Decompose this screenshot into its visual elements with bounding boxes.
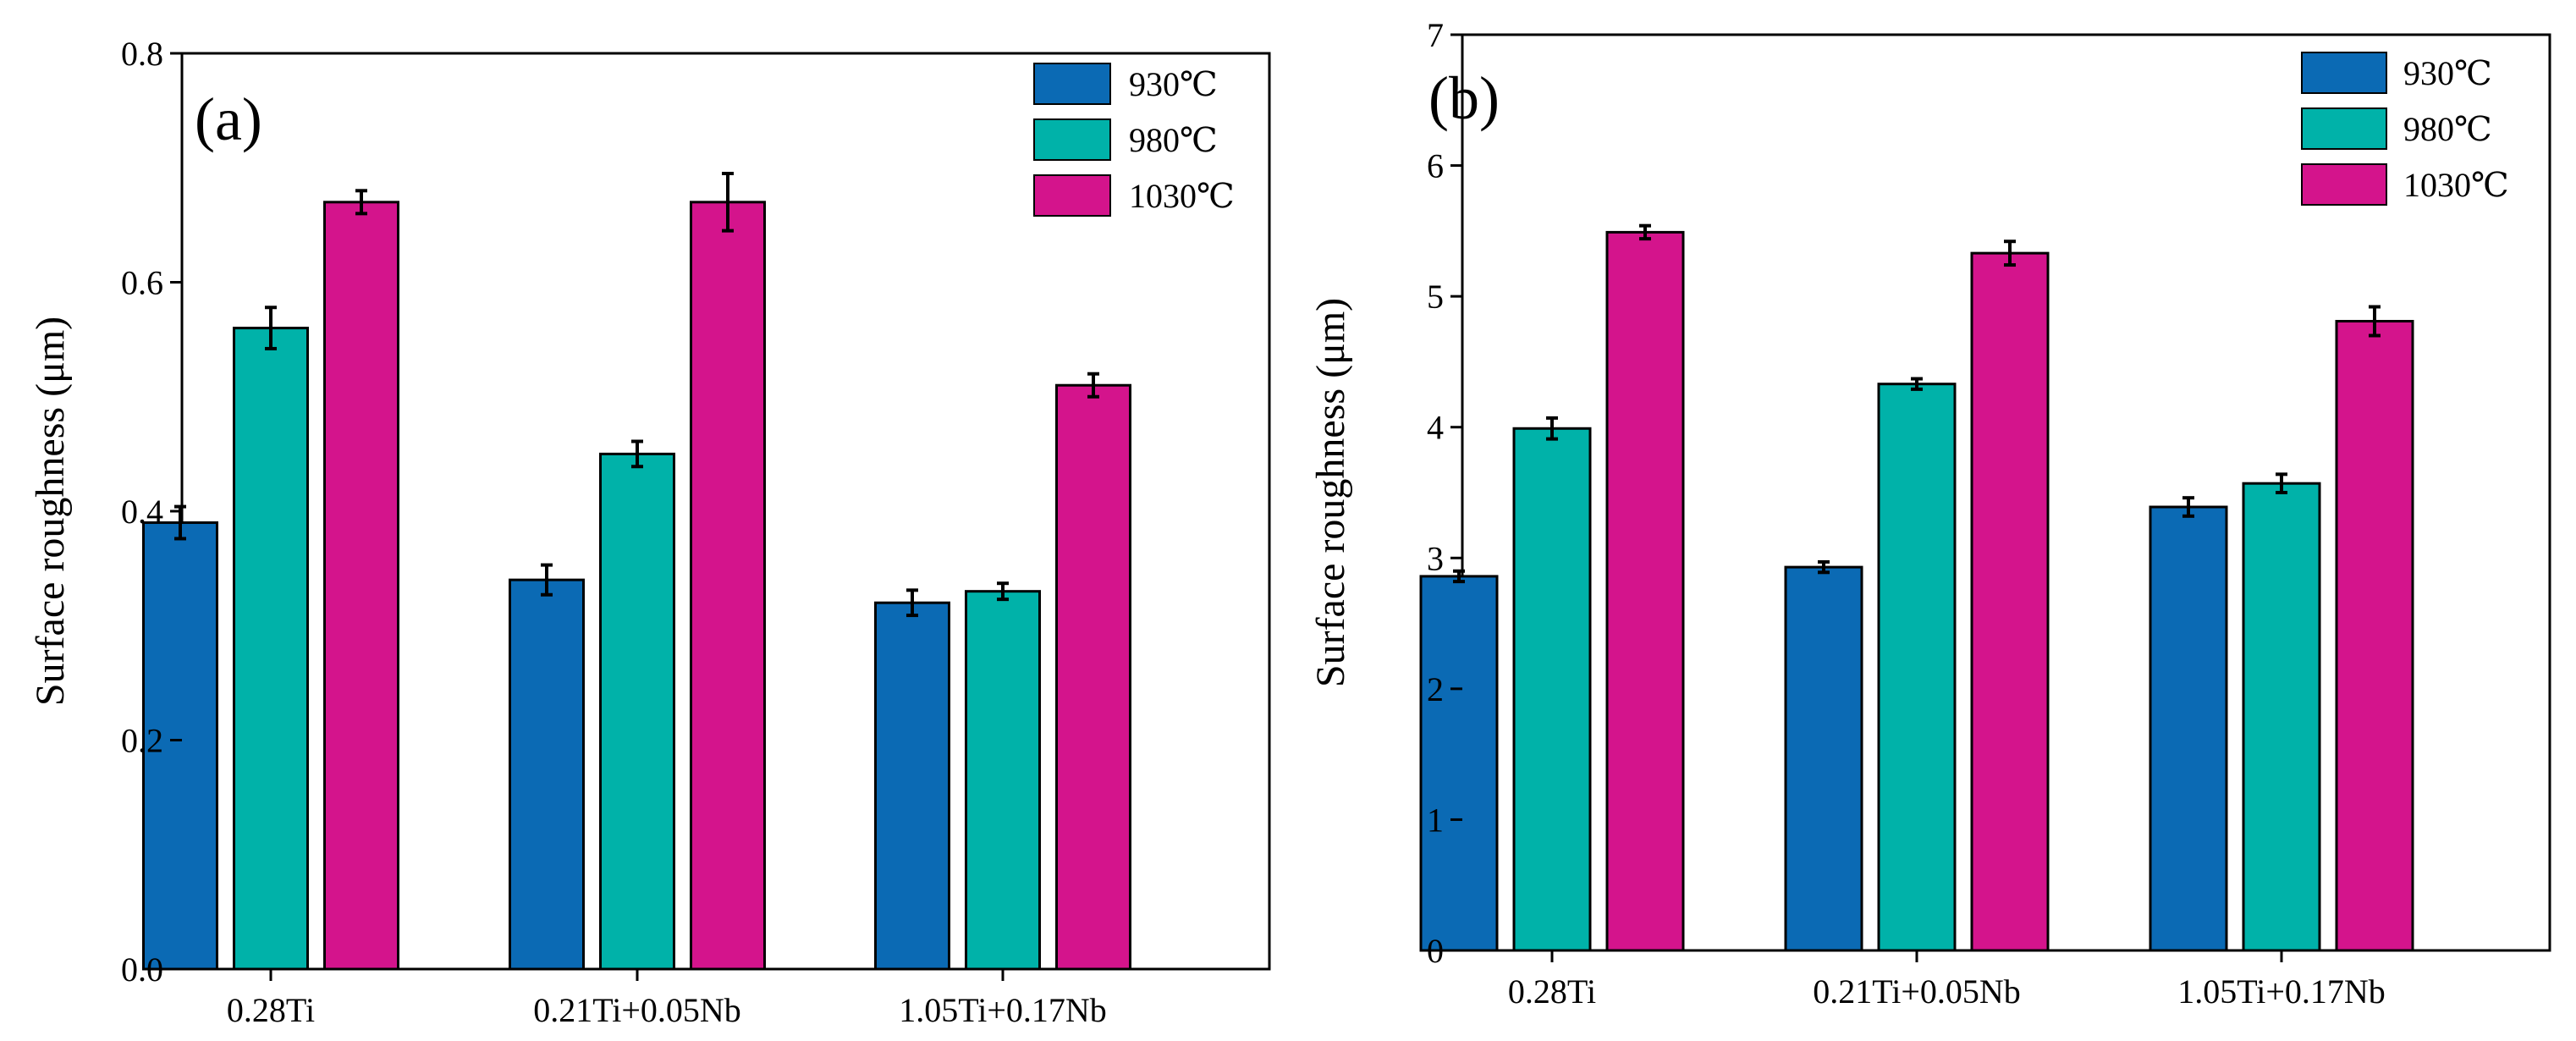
panel-a: 0.0 0.2 0.4 0.6 0.8 0.28Ti 0.21Ti+0.05Nb 1.05T… [28,35,1271,1029]
legend-item: 980℃ [1033,118,1218,161]
y-tick-label: 5 [1427,278,1444,316]
bar-1030c-2 [690,201,766,971]
bar-980c-2 [1877,383,1957,952]
y-tick-label: 0 [1427,932,1444,970]
legend-label: 930℃ [1129,65,1218,103]
y-tick-label: 6 [1427,147,1444,185]
error-bar [906,588,918,618]
legend-label: 1030℃ [2403,166,2509,204]
bars-group [1419,230,2414,952]
legend-swatch [1033,118,1111,161]
x-tick-label: 0.28Ti [1508,972,1596,1011]
legend-label: 1030℃ [1129,177,1235,215]
error-bar [265,306,277,350]
y-tick-label: 2 [1427,670,1444,708]
panel-label: (a) [195,85,262,153]
error-bar [722,172,734,233]
bar-980c-1 [233,327,309,971]
error-bar [2182,496,2194,518]
error-bar [1453,569,1465,584]
error-bar [1546,416,1558,441]
legend-item: 980℃ [2301,107,2492,150]
legend: 930℃ 980℃ 1030℃ [1033,63,1235,217]
x-tick-label: 0.21Ti+0.05Nb [1813,972,2021,1011]
bar-1030c-3 [1055,383,1131,971]
legend-label: 980℃ [2403,110,2492,148]
error-bars-group [174,172,1099,618]
y-tick-label: 0.2 [121,722,163,760]
legend-item: 930℃ [1033,63,1218,105]
y-tick-label: 0.0 [121,950,163,989]
panel-label: (b) [1428,64,1500,132]
error-bar [2369,305,2381,338]
legend-swatch [2301,52,2387,94]
bar-980c-2 [599,452,675,971]
error-bar [2276,472,2287,494]
y-axis-ticks: 0.0 0.2 0.4 0.6 0.8 [121,35,182,989]
bar-980c-1 [1512,427,1592,952]
legend-swatch [2301,163,2387,206]
legend-item: 1030℃ [2301,163,2509,206]
x-tick-label: 0.21Ti+0.05Nb [533,991,741,1029]
legend-swatch [1033,174,1111,217]
legend-label: 930℃ [2403,54,2492,92]
legend-item: 1030℃ [1033,174,1235,217]
error-bar [541,563,553,597]
error-bar [2004,240,2016,267]
bar-980c-3 [2242,482,2321,952]
y-tick-label: 3 [1427,539,1444,577]
y-tick-label: 7 [1427,16,1444,54]
bar-930c-2 [509,578,585,971]
legend-swatch [1033,63,1111,105]
legend-item: 930℃ [2301,52,2492,94]
error-bar [1639,223,1651,241]
x-tick-label: 1.05Ti+0.17Nb [2177,972,2386,1011]
legend: 930℃ 980℃ 1030℃ [2301,52,2509,206]
panel-b: 0 1 2 3 4 5 6 7 0.28Ti 0.21Ti+0.05Nb 1.05Ti+0.17N… [1308,16,2551,1011]
x-tick-label: 0.28Ti [227,991,315,1029]
legend-label: 980℃ [1129,121,1218,159]
legend-swatch [2301,107,2387,150]
error-bars-group [1453,223,2381,584]
bar-930c-1 [1419,575,1499,952]
bar-1030c-3 [2335,320,2414,952]
x-axis-ticks: 0.28Ti 0.21Ti+0.05Nb 1.05Ti+0.17Nb [227,969,1107,1029]
bar-930c-3 [874,601,950,971]
x-axis-ticks: 0.28Ti 0.21Ti+0.05Nb 1.05Ti+0.17Nb [1508,950,2386,1011]
error-bar [1911,377,1923,391]
bar-1030c-1 [323,201,399,971]
error-bar [1087,372,1099,399]
y-axis-ticks: 0 1 2 3 4 5 6 7 [1427,16,1462,970]
bar-930c-2 [1784,565,1863,952]
y-axis-title: Surface roughness (μm) [28,317,73,706]
y-tick-label: 4 [1427,409,1444,447]
bar-1030c-1 [1605,230,1685,952]
y-tick-label: 1 [1427,801,1444,839]
error-bar [997,581,1009,602]
bars-group [142,201,1131,971]
y-tick-label: 0.8 [121,35,163,73]
bar-980c-3 [965,590,1041,971]
error-bar [1818,559,1830,575]
y-axis-title: Surface roughness (μm) [1308,298,1353,687]
error-bar [631,439,643,469]
bar-930c-3 [2149,505,2228,952]
bar-1030c-2 [1970,251,2050,952]
error-bar [355,189,367,216]
y-tick-label: 0.4 [121,493,163,531]
y-tick-label: 0.6 [121,264,163,302]
x-tick-label: 1.05Ti+0.17Nb [899,991,1107,1029]
